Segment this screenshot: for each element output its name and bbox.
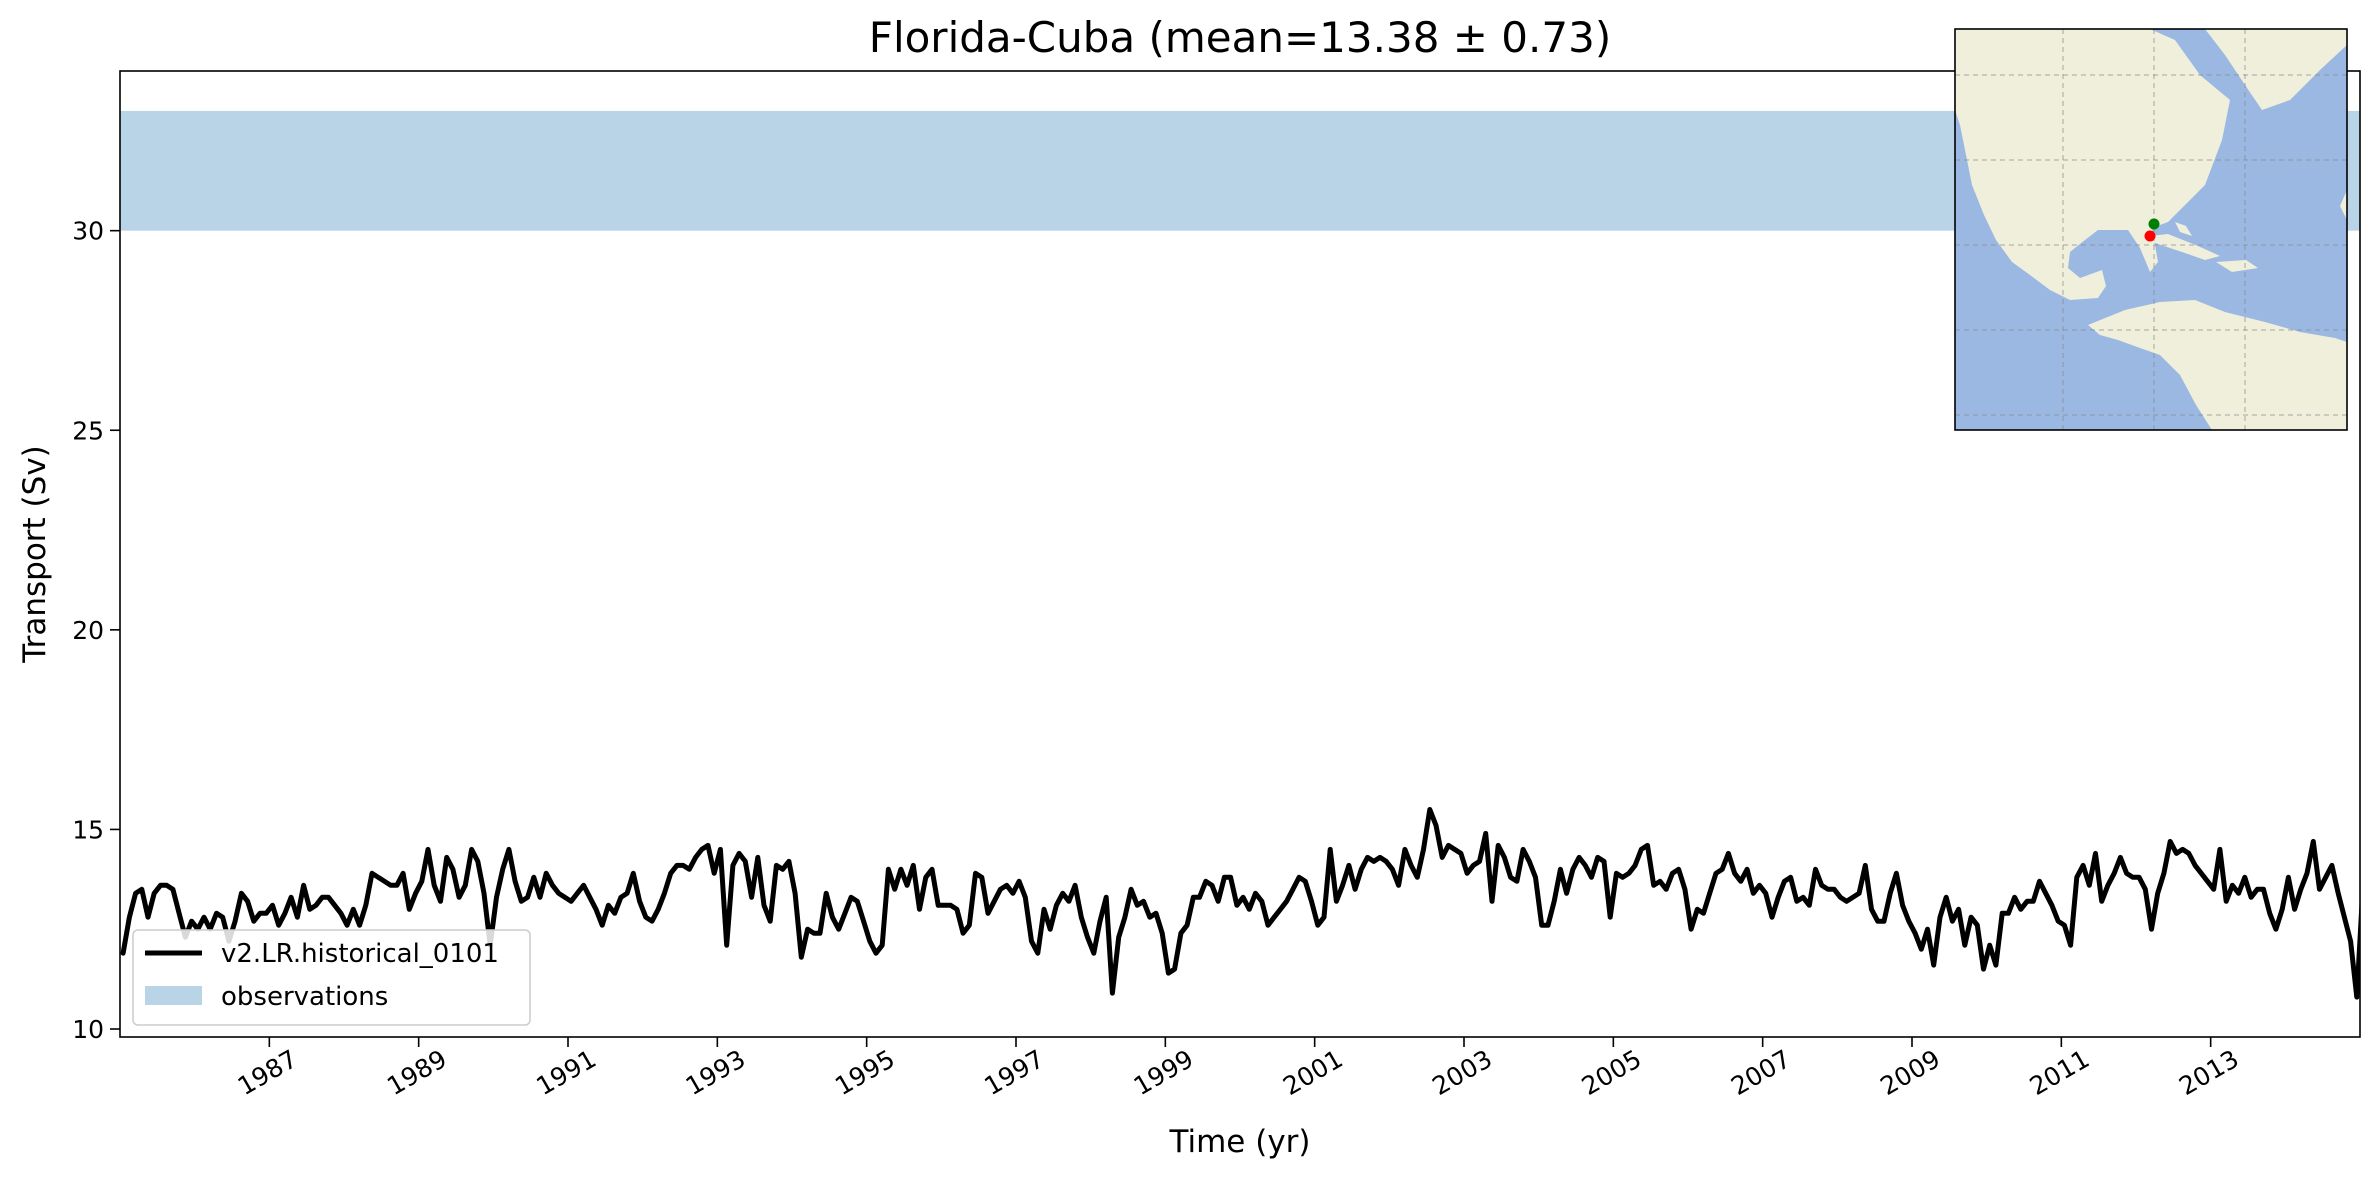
x-tick-label: 2007 bbox=[1726, 1044, 1796, 1101]
legend-band-swatch bbox=[145, 986, 202, 1005]
map-land-greenland bbox=[2205, 29, 2347, 110]
legend: v2.LR.historical_0101 observations bbox=[132, 929, 531, 1026]
x-tick-label: 2011 bbox=[2025, 1044, 2095, 1101]
inset-map bbox=[1954, 28, 2348, 431]
y-axis-label: Transport (Sv) bbox=[17, 445, 53, 664]
x-tick-label: 1987 bbox=[233, 1044, 303, 1101]
legend-label-observations: observations bbox=[221, 982, 388, 1012]
map-land-bahamas bbox=[2175, 222, 2192, 236]
plot-frame bbox=[119, 70, 2361, 1038]
y-tick-label: 20 bbox=[72, 616, 104, 645]
map-land-hispaniola bbox=[2216, 260, 2258, 272]
map-land-cuba bbox=[2140, 234, 2220, 260]
section-endpoint-marker bbox=[2148, 218, 2160, 230]
x-tick-label: 2013 bbox=[2174, 1044, 2244, 1101]
x-tick-label: 1993 bbox=[681, 1044, 751, 1101]
x-tick-label: 1991 bbox=[531, 1044, 601, 1101]
legend-box bbox=[132, 929, 531, 1026]
x-tick-label: 1999 bbox=[1129, 1044, 1199, 1101]
series-line bbox=[120, 807, 2360, 1000]
y-tick-label: 25 bbox=[72, 416, 104, 445]
y-tick-label: 10 bbox=[72, 1015, 104, 1044]
map-land-north-america bbox=[1955, 29, 2230, 300]
x-tick-label: 1997 bbox=[979, 1044, 1049, 1101]
x-tick-label: 2005 bbox=[1577, 1044, 1647, 1101]
map-land-south-america bbox=[2088, 300, 2347, 430]
map-frame bbox=[1954, 28, 2348, 431]
x-tick-label: 2009 bbox=[1875, 1044, 1945, 1101]
map-land-africa bbox=[2340, 190, 2347, 220]
section-endpoint-marker bbox=[2144, 230, 2156, 242]
x-tick-label: 1989 bbox=[382, 1044, 452, 1101]
x-tick-label: 2001 bbox=[1278, 1044, 1348, 1101]
legend-label-series: v2.LR.historical_0101 bbox=[221, 939, 499, 969]
x-tick-label: 1995 bbox=[830, 1044, 900, 1101]
x-axis-label: Time (yr) bbox=[1169, 1124, 1311, 1160]
y-tick-label: 15 bbox=[72, 815, 104, 844]
x-tick-label: 2003 bbox=[1427, 1044, 1497, 1101]
y-tick-label: 30 bbox=[72, 217, 104, 246]
chart-title: Florida-Cuba (mean=13.38 ± 0.73) bbox=[869, 13, 1611, 62]
